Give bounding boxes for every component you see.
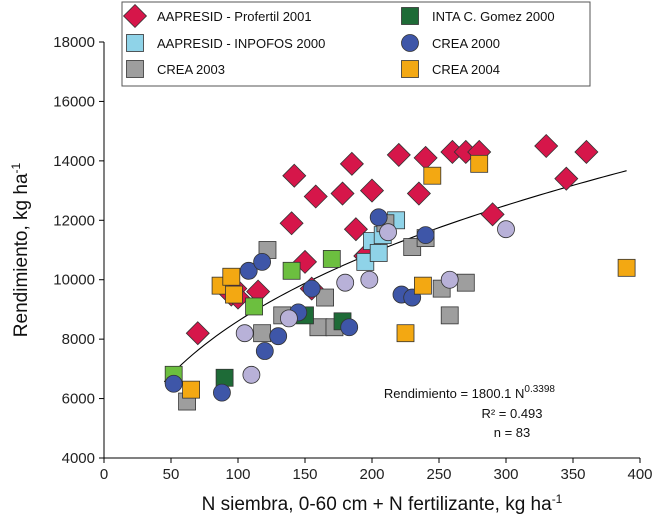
x-tick-label: 150 (292, 466, 317, 483)
data-point-inta-c-gomez-2000 (215, 368, 234, 387)
data-point-crea-2000 (497, 220, 515, 239)
x-tick-label: 200 (359, 466, 384, 483)
data-point-crea-2004 (396, 324, 415, 343)
data-point-crea-2000 (269, 327, 288, 346)
data-point-aapresid-profertil-2001 (330, 181, 355, 206)
data-point-crea-2000 (379, 223, 397, 242)
data-point-aapresid-profertil-2001 (534, 133, 559, 159)
data-point-crea-2004 (423, 166, 442, 185)
legend-label-aapresid-inpofos-2000: AAPRESID - INPOFOS 2000 (157, 36, 325, 51)
data-point-aapresid-profertil-2001 (303, 184, 328, 209)
legend-marker-crea-2000 (401, 34, 419, 52)
data-point-crea-2003 (456, 273, 475, 292)
data-point-crea-2000 (416, 226, 435, 245)
data-point-aapresid-profertil-2001 (406, 181, 431, 206)
data-point-aapresid-infopos-2000 (356, 252, 375, 271)
data-point-crea-2000 (302, 279, 321, 298)
x-tick-label: 300 (493, 466, 518, 483)
y-axis-title: Rendimiento, kg ha-1 (9, 162, 32, 337)
legend-marker-crea-2003 (126, 60, 144, 78)
data-point-crea-2000 (280, 309, 298, 328)
legend-label-crea-2003: CREA 2003 (157, 62, 225, 77)
data-point-aapresid-profertil-2001 (413, 145, 438, 170)
data-point-crea-2000 (255, 342, 274, 360)
data-point-aapresid-profertil-2001 (185, 321, 210, 346)
x-tick-label: 400 (627, 466, 652, 483)
data-point-inta-c-gomez-2000 (245, 297, 263, 316)
data-point-crea-2000 (235, 324, 254, 343)
legend-label-aapresid-profertil-2001: AAPRESID - Profertil 2001 (157, 9, 312, 24)
legend-label-inta-c-gomez-2000: INTA C. Gomez 2000 (432, 9, 555, 24)
y-tick-label: 14000 (53, 153, 95, 170)
data-point-crea-2004 (414, 276, 432, 295)
x-tick-label: 50 (163, 466, 180, 483)
data-point-crea-2000 (340, 318, 359, 337)
data-point-crea-2000 (242, 365, 261, 384)
data-point-aapresid-profertil-2001 (343, 217, 368, 242)
legend-label-crea-2000: CREA 2000 (432, 36, 500, 51)
x-tick-label: 350 (560, 466, 585, 483)
y-tick-label: 8000 (62, 331, 95, 348)
x-tick-label: 250 (426, 466, 451, 483)
data-point-crea-2000 (253, 252, 272, 271)
data-point-crea-2000 (213, 383, 231, 402)
y-tick-label: 16000 (53, 93, 95, 110)
data-point-crea-2000 (336, 273, 355, 292)
data-point-inta-c-gomez-2000 (282, 261, 301, 280)
data-point-aapresid-profertil-2001 (339, 151, 364, 176)
y-tick-label: 18000 (53, 34, 95, 51)
data-point-crea-2004 (617, 258, 636, 277)
data-point-crea-2000 (164, 374, 183, 393)
legend-marker-inta-c-gomez-2000 (401, 7, 419, 25)
data-point-aapresid-profertil-2001 (279, 211, 304, 236)
y-tick-label: 12000 (53, 212, 95, 229)
data-point-crea-2000 (440, 270, 459, 289)
legend-marker-crea-2004 (401, 60, 419, 78)
fit-n: n = 83 (494, 425, 531, 440)
legend-label-crea-2004: CREA 2004 (432, 62, 500, 77)
fit-r-squared: R² = 0.493 (481, 406, 542, 421)
fit-equation: Rendimiento = 1800.1 N0.3398 (384, 384, 556, 401)
y-tick-label: 10000 (53, 272, 95, 289)
data-point-crea-2004 (182, 380, 201, 399)
data-point-aapresid-profertil-2001 (480, 202, 505, 227)
x-tick-label: 100 (225, 466, 250, 483)
data-point-aapresid-profertil-2001 (574, 139, 599, 164)
data-point-crea-2003 (316, 288, 335, 307)
data-point-crea-2003 (403, 238, 422, 256)
data-point-crea-2004 (225, 285, 243, 304)
data-point-crea-2004 (470, 154, 489, 173)
data-point-aapresid-profertil-2001 (282, 163, 307, 188)
x-tick-label: 0 (100, 466, 108, 483)
data-point-crea-2000 (360, 270, 379, 289)
legend: AAPRESID - Profertil 2001 INTA C. Gomez 2… (121, 1, 591, 87)
data-point-crea-2003 (440, 306, 459, 325)
data-point-aapresid-profertil-2001 (359, 178, 385, 203)
data-point-aapresid-profertil-2001 (554, 166, 579, 191)
x-axis-title: N siembra, 0-60 cm + N fertilizante, kg … (202, 492, 563, 515)
legend-marker-aapresid-profertil-2001 (122, 3, 148, 29)
data-point-crea-2003 (253, 324, 272, 343)
data-point-aapresid-infopos-2000 (369, 244, 388, 262)
legend-box (121, 1, 591, 87)
legend-marker-aapresid-inpofos-2000 (126, 34, 144, 52)
regression-curve (163, 170, 627, 383)
regression-annotation: Rendimiento = 1800.1 N0.3398 R² = 0.493 n … (384, 384, 556, 440)
data-point-crea-2004 (222, 267, 241, 286)
y-tick-label: 4000 (62, 450, 95, 467)
data-point-crea-2000 (369, 208, 388, 227)
data-point-crea-2000 (239, 261, 258, 280)
data-point-aapresid-profertil-2001 (386, 142, 411, 167)
data-point-inta-c-gomez-2000 (322, 250, 341, 268)
y-tick-label: 6000 (62, 391, 95, 408)
plot-area: 0 50 100 150 200 250 300 350 400 4000 6000 8000 1000… (9, 34, 653, 515)
